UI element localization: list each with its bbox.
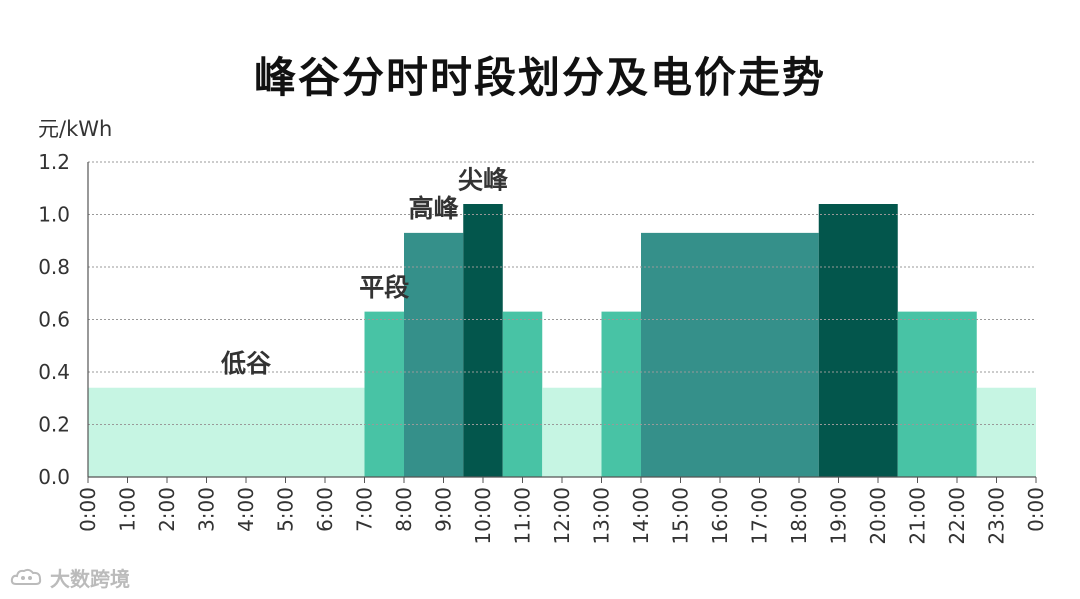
period-annotation: 高峰 [409,194,459,223]
x-tick-label: 1:00 [116,487,140,532]
x-tick-label: 11:00 [511,487,535,545]
bar-segment [818,204,898,477]
watermark-text: 大数跨境 [50,567,130,591]
bar-segment [897,311,977,477]
y-tick-label: 1.0 [38,203,70,227]
x-tick-label: 4:00 [234,487,258,532]
x-tick-label: 10:00 [471,487,495,545]
x-tick-label: 2:00 [155,487,179,532]
y-tick-label: 1.2 [38,150,70,174]
y-tick-label: 0.0 [38,465,70,489]
x-tick-label: 15:00 [669,487,693,545]
bar-segment [502,311,543,477]
x-tick-label: 0:00 [76,487,100,532]
x-tick-label: 0:00 [1024,487,1048,532]
bar-segment [463,204,503,477]
x-tick-label: 7:00 [353,487,377,532]
x-tick-label: 18:00 [787,487,811,545]
x-tick-label: 23:00 [985,487,1009,545]
bar-segment [364,311,404,477]
x-tick-label: 8:00 [392,487,416,532]
x-tick-label: 9:00 [432,487,456,532]
x-tick-label: 21:00 [906,487,930,545]
period-annotation: 尖峰 [458,165,508,194]
bar-segment [601,311,641,477]
x-tick-label: 17:00 [748,487,772,545]
watermark: 大数跨境 [10,563,130,592]
cloud-logo-icon [10,568,42,585]
period-annotation: 平段 [359,273,409,302]
chart-title: 峰谷分时时段划分及电价走势 [253,53,826,102]
x-tick-label: 13:00 [590,487,614,545]
x-tick-label: 3:00 [195,487,219,532]
y-tick-label: 0.8 [38,255,70,279]
x-tick-label: 5:00 [274,487,298,532]
x-tick-label: 14:00 [629,487,653,545]
bar-segment [976,387,1036,477]
y-tick-label: 0.4 [38,360,70,384]
x-tick-label: 19:00 [827,487,851,545]
y-tick-label: 0.2 [38,413,70,437]
x-tick-label: 6:00 [313,487,337,532]
y-axis-label: 元/kWh [38,117,112,141]
x-tick-label: 16:00 [708,487,732,545]
y-tick-label: 0.6 [38,308,70,332]
bar-segment [542,387,602,477]
x-tick-label: 12:00 [550,487,574,545]
bar-segment [404,232,464,477]
bar-segment [641,232,819,477]
period-annotation: 低谷 [220,349,272,378]
x-tick-label: 22:00 [945,487,969,545]
x-tick-label: 20:00 [866,487,890,545]
bar-segment [88,387,365,477]
